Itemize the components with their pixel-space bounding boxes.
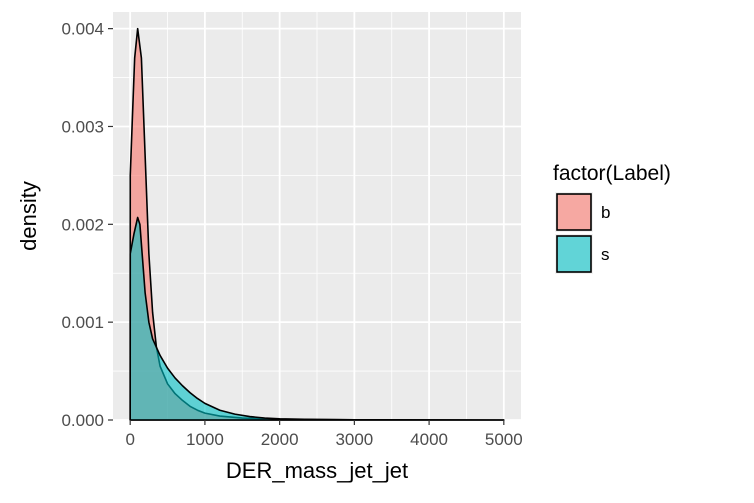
- x-tick-label: 0: [125, 430, 134, 449]
- y-axis-title: density: [16, 181, 41, 251]
- x-tick-label: 1000: [186, 430, 224, 449]
- x-tick-label: 2000: [261, 430, 299, 449]
- legend-label-b: b: [601, 203, 610, 222]
- y-axis-ticks: 0.000 0.001 0.002 0.003 0.004: [61, 20, 113, 430]
- legend: factor(Label) bs: [553, 162, 671, 274]
- x-tick-label: 3000: [335, 430, 373, 449]
- legend-label-s: s: [601, 245, 610, 264]
- x-axis-ticks: 0 1000 2000 3000 4000 5000: [125, 420, 523, 449]
- y-tick-label: 0.004: [61, 20, 104, 39]
- legend-keys: bs: [555, 192, 610, 274]
- legend-title: factor(Label): [553, 162, 671, 185]
- x-axis-title: DER_mass_jet_jet: [226, 458, 408, 483]
- y-tick-label: 0.000: [61, 411, 104, 430]
- y-tick-label: 0.001: [61, 313, 104, 332]
- x-tick-label: 5000: [485, 430, 523, 449]
- legend-key-s: [556, 235, 592, 273]
- density-area-s: [129, 216, 505, 421]
- x-tick-label: 4000: [410, 430, 448, 449]
- legend-key-b: [556, 193, 592, 231]
- y-tick-label: 0.003: [61, 117, 104, 136]
- density-areas: [129, 27, 505, 421]
- y-tick-label: 0.002: [61, 215, 104, 234]
- grid-minor-lines: [113, 12, 521, 420]
